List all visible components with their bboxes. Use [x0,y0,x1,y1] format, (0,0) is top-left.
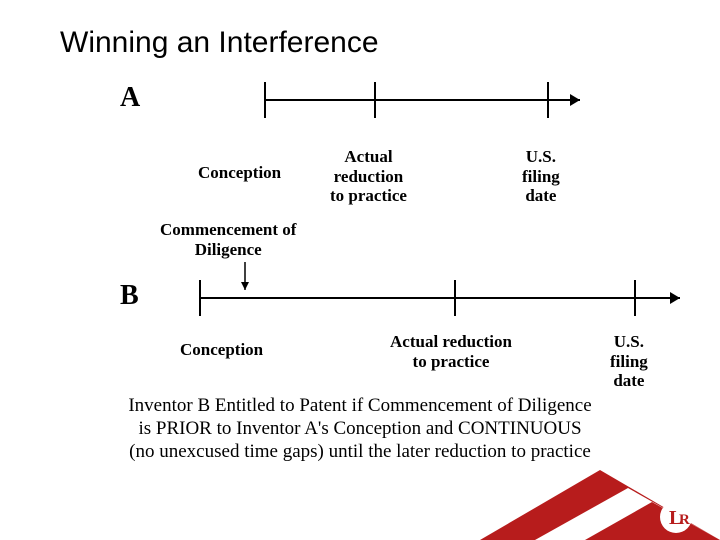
svg-text:R: R [679,512,690,528]
footer-logo: L R [480,470,720,540]
conclusion-text: Inventor B Entitled to Patent if Commenc… [40,395,680,463]
timeline-tick-label: U.S.filingdate [610,332,648,391]
timeline-b [0,0,720,360]
timeline-tick-label: Actual reductionto practice [390,332,512,371]
timeline-tick-label: Conception [180,340,263,360]
